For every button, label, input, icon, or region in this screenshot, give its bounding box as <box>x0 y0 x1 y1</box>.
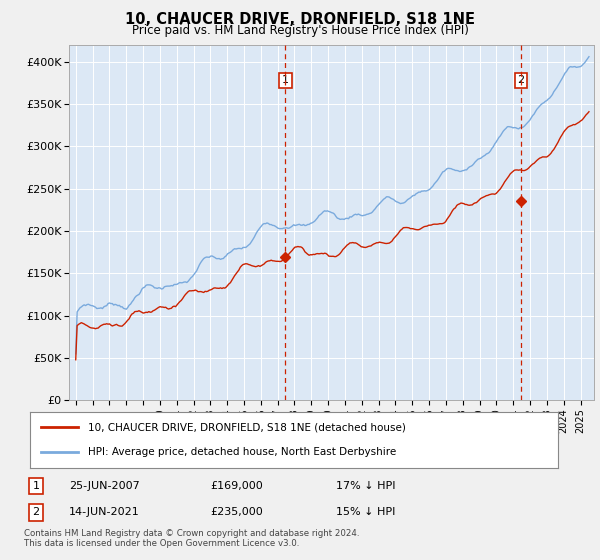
Text: £235,000: £235,000 <box>210 507 263 517</box>
Text: 2: 2 <box>517 76 524 85</box>
Text: 1: 1 <box>282 76 289 85</box>
Text: HPI: Average price, detached house, North East Derbyshire: HPI: Average price, detached house, Nort… <box>88 447 397 457</box>
Text: 14-JUN-2021: 14-JUN-2021 <box>69 507 140 517</box>
Text: £169,000: £169,000 <box>210 481 263 491</box>
Text: 15% ↓ HPI: 15% ↓ HPI <box>336 507 395 517</box>
Text: 10, CHAUCER DRIVE, DRONFIELD, S18 1NE (detached house): 10, CHAUCER DRIVE, DRONFIELD, S18 1NE (d… <box>88 422 406 432</box>
Text: Contains HM Land Registry data © Crown copyright and database right 2024.: Contains HM Land Registry data © Crown c… <box>24 529 359 538</box>
Text: 25-JUN-2007: 25-JUN-2007 <box>69 481 140 491</box>
Text: 2: 2 <box>32 507 40 517</box>
Text: This data is licensed under the Open Government Licence v3.0.: This data is licensed under the Open Gov… <box>24 539 299 548</box>
Text: 1: 1 <box>32 481 40 491</box>
Text: 10, CHAUCER DRIVE, DRONFIELD, S18 1NE: 10, CHAUCER DRIVE, DRONFIELD, S18 1NE <box>125 12 475 27</box>
Text: Price paid vs. HM Land Registry's House Price Index (HPI): Price paid vs. HM Land Registry's House … <box>131 24 469 36</box>
Text: 17% ↓ HPI: 17% ↓ HPI <box>336 481 395 491</box>
